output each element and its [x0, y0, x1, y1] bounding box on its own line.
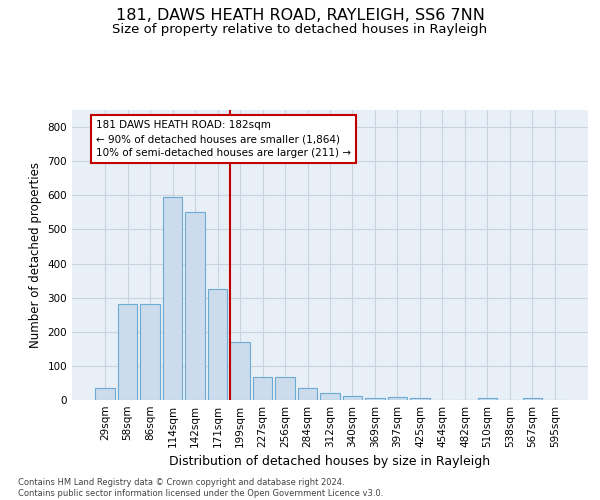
Text: 181, DAWS HEATH ROAD, RAYLEIGH, SS6 7NN: 181, DAWS HEATH ROAD, RAYLEIGH, SS6 7NN	[116, 8, 484, 22]
Bar	[343, 396, 362, 400]
Bar	[140, 304, 160, 400]
Bar	[320, 393, 340, 400]
Bar	[388, 396, 407, 400]
Bar	[275, 377, 295, 400]
Bar	[410, 398, 430, 400]
Text: Contains HM Land Registry data © Crown copyright and database right 2024.
Contai: Contains HM Land Registry data © Crown c…	[18, 478, 383, 498]
Bar	[95, 388, 115, 400]
Bar	[163, 197, 182, 400]
Bar	[253, 377, 272, 400]
Text: 181 DAWS HEATH ROAD: 182sqm
← 90% of detached houses are smaller (1,864)
10% of : 181 DAWS HEATH ROAD: 182sqm ← 90% of det…	[96, 120, 351, 158]
Bar	[298, 388, 317, 400]
Bar	[118, 304, 137, 400]
X-axis label: Distribution of detached houses by size in Rayleigh: Distribution of detached houses by size …	[169, 456, 491, 468]
Bar	[208, 289, 227, 400]
Bar	[365, 398, 385, 400]
Y-axis label: Number of detached properties: Number of detached properties	[29, 162, 42, 348]
Bar	[523, 398, 542, 400]
Text: Size of property relative to detached houses in Rayleigh: Size of property relative to detached ho…	[112, 22, 488, 36]
Bar	[185, 212, 205, 400]
Bar	[230, 342, 250, 400]
Bar	[478, 398, 497, 400]
